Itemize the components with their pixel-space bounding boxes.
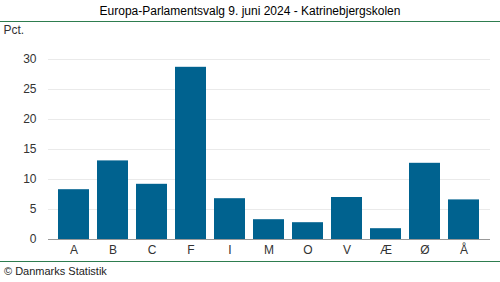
svg-text:20: 20 [23,112,37,126]
svg-text:Pct.: Pct. [4,23,25,37]
svg-text:25: 25 [23,82,37,96]
svg-text:M: M [264,243,274,257]
svg-text:0: 0 [30,232,37,246]
svg-text:F: F [187,243,194,257]
svg-text:Æ: Æ [380,243,392,257]
svg-text:5: 5 [30,202,37,216]
svg-text:C: C [148,243,157,257]
svg-text:10: 10 [23,172,37,186]
html-text:© Danmarks Statistik: © Danmarks Statistik [4,265,107,277]
svg-text:V: V [343,243,351,257]
svg-text:Ø: Ø [420,243,429,257]
html-text:Europa-Parlamentsvalg 9. juni: Europa-Parlamentsvalg 9. juni 2024 - Kat… [99,4,401,18]
svg-text:I: I [228,243,231,257]
svg-text:O: O [303,243,312,257]
svg-text:B: B [109,243,117,257]
svg-text:A: A [70,243,78,257]
svg-text:Å: Å [460,242,468,257]
svg-text:15: 15 [23,142,37,156]
svg-text:30: 30 [23,52,37,66]
